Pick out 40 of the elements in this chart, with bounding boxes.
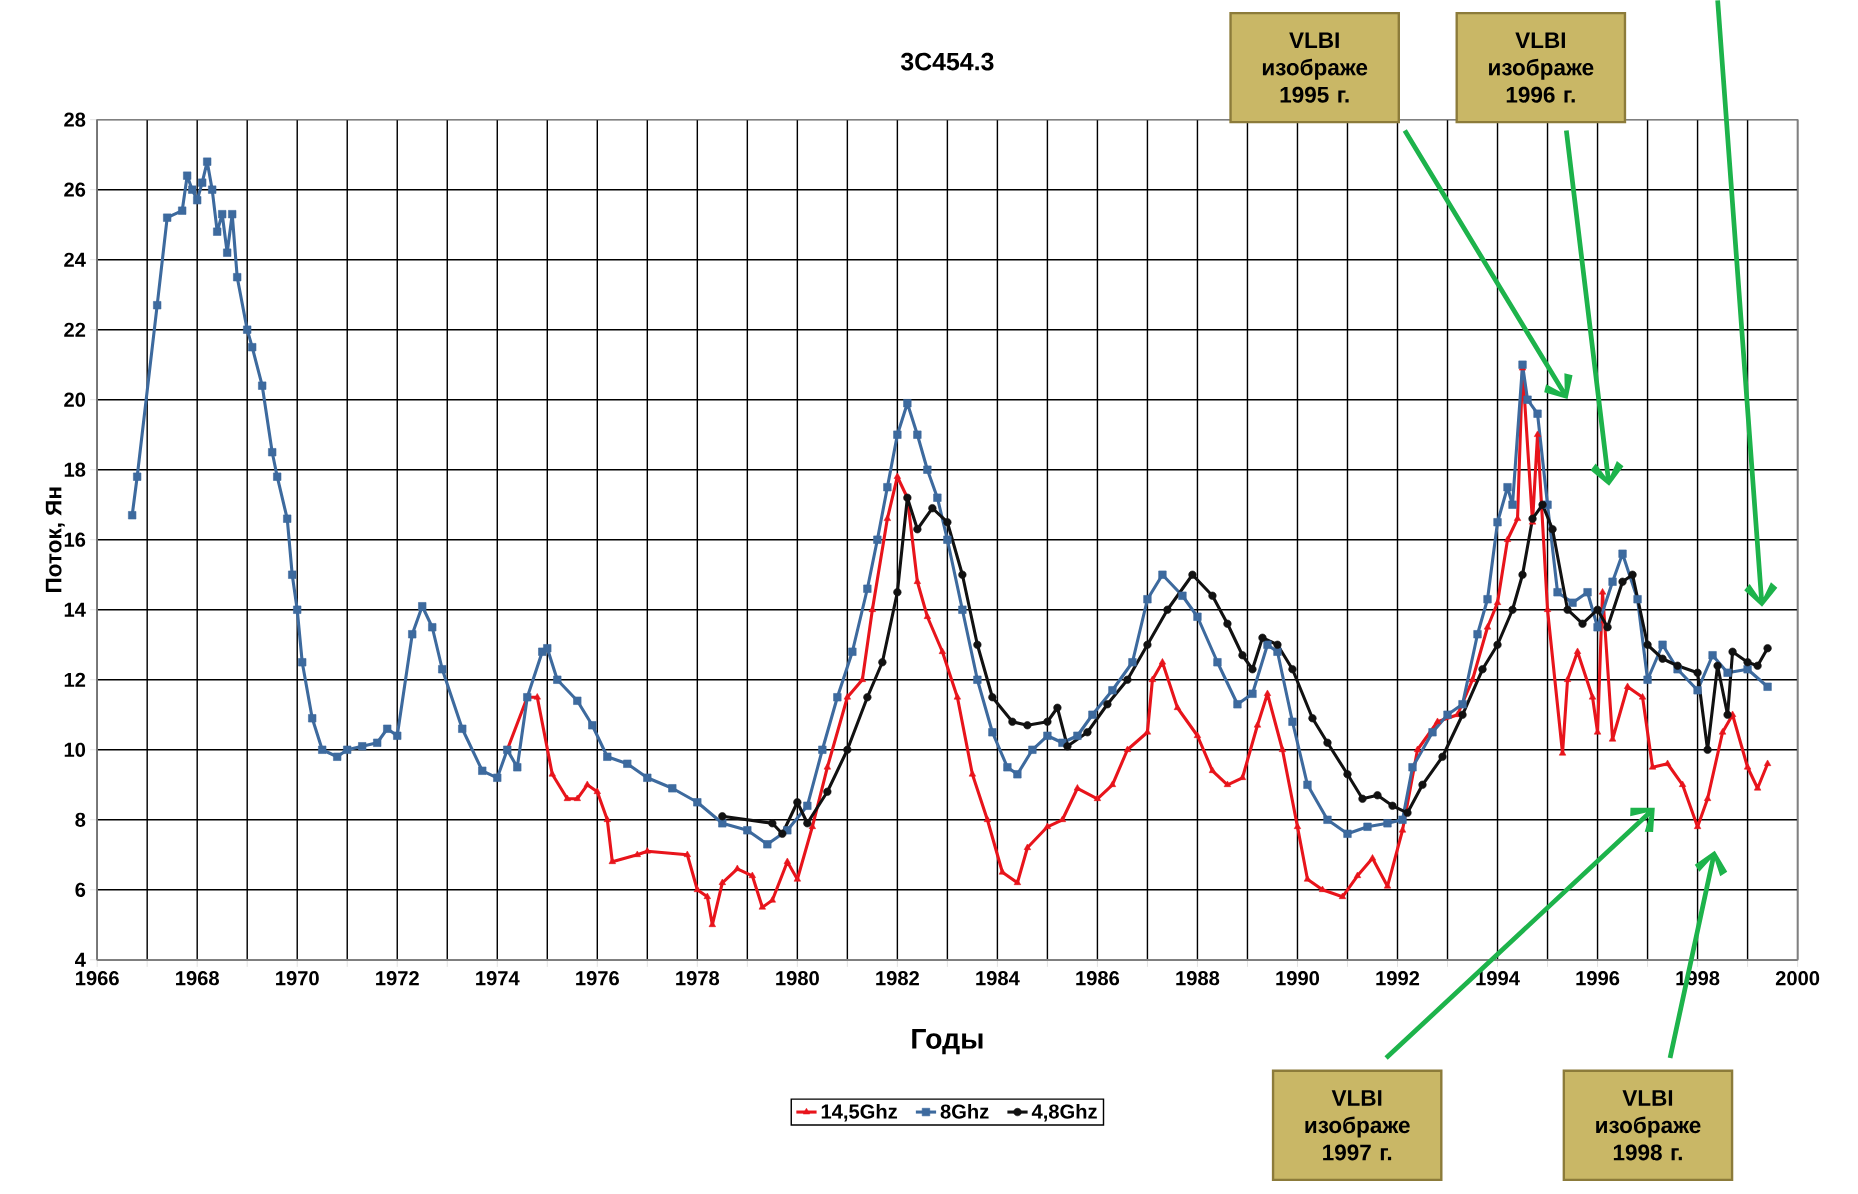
text: VLBI изображе 1997 г.	[1305, 1090, 1410, 1161]
legend-label: 14,5Ghz	[821, 1103, 898, 1122]
text: VLBI изображе 1998 г.	[1596, 1090, 1701, 1161]
x-tick-label: 1970	[276, 970, 319, 986]
y-tick-label: 6	[75, 882, 86, 897]
x-tick-label: 1974	[476, 970, 520, 986]
text: VLBI изображе 1996 г.	[1489, 32, 1594, 103]
x-tick-label: 1966	[76, 970, 119, 986]
x-tick-label: 1986	[1076, 970, 1120, 986]
y-axis-title: Поток, Ян	[45, 487, 65, 592]
y-tick-label: 10	[64, 742, 86, 757]
x-tick-label: 1980	[776, 970, 819, 986]
x-axis-title: Годы	[912, 1028, 983, 1055]
x-tick-label: 1990	[1276, 970, 1320, 986]
y-tick-label: 14	[64, 602, 86, 617]
y-tick-label: 8	[75, 812, 86, 827]
text: VLBI изображе 1995 г.	[1262, 32, 1368, 103]
x-tick-label: 2000	[1775, 970, 1820, 986]
y-tick-label: 24	[64, 252, 86, 267]
legend-label: 8Ghz	[940, 1103, 989, 1119]
x-tick-label: 1992	[1376, 970, 1420, 986]
y-tick-label: 18	[64, 462, 86, 477]
y-tick-label: 4	[75, 952, 86, 967]
y-tick-label: 22	[64, 322, 86, 337]
x-tick-label: 1982	[876, 970, 919, 986]
x-tick-label: 1994	[1476, 970, 1520, 986]
y-tick-label: 28	[64, 112, 86, 127]
x-tick-label: 1978	[676, 970, 720, 986]
y-tick-label: 20	[64, 392, 86, 407]
x-tick-label: 1972	[376, 970, 419, 986]
x-tick-label: 1988	[1176, 970, 1220, 986]
y-tick-label: 16	[64, 532, 86, 547]
y-tick-label: 12	[64, 672, 86, 687]
y-tick-label: 26	[64, 182, 86, 197]
x-tick-label: 1984	[976, 970, 1020, 986]
x-tick-label: 1968	[176, 970, 219, 986]
chart-title: 3C454.3	[900, 52, 994, 71]
legend-label: 4,8Ghz	[1031, 1103, 1097, 1122]
x-tick-label: 1976	[576, 970, 619, 986]
x-tick-label: 1996	[1576, 970, 1620, 986]
